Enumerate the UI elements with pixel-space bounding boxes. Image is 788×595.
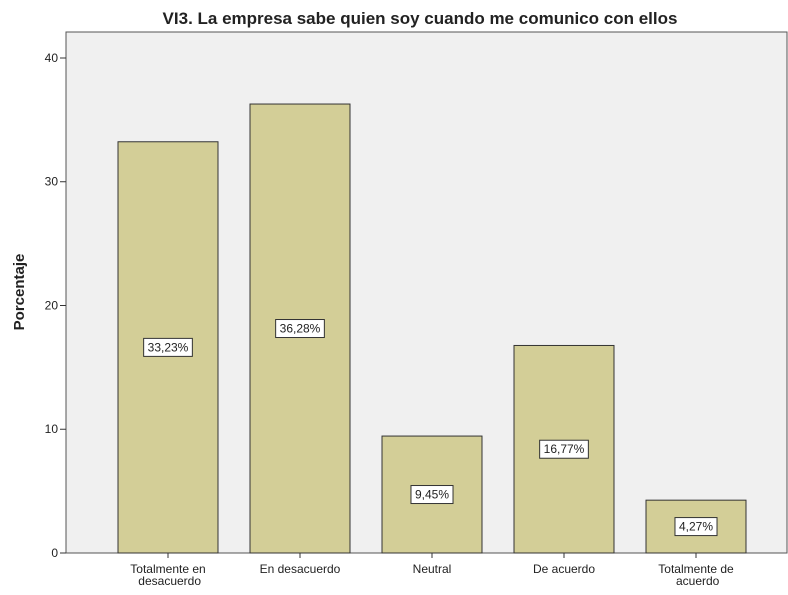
data-label-box [410, 485, 454, 505]
y-tick-label: 0 [51, 546, 58, 560]
y-tick-label: 30 [45, 175, 59, 189]
y-tick-label: 10 [45, 422, 59, 436]
data-label: 9,45% [415, 488, 449, 502]
y-tick-label: 40 [45, 51, 59, 65]
y-axis-label: Porcentaje [11, 254, 28, 331]
data-label-box [539, 439, 589, 459]
x-tick-label: De acuerdo [533, 562, 595, 576]
y-tick-label: 20 [45, 298, 59, 312]
data-label: 36,28% [280, 322, 321, 336]
data-label: 16,77% [544, 442, 585, 456]
x-tick-label: Neutral [413, 562, 452, 576]
data-label: 33,23% [148, 340, 189, 354]
x-tick-label: En desacuerdo [260, 562, 341, 576]
x-tick-label: Totalmente de acuerdo [658, 562, 734, 588]
data-label-box [143, 337, 193, 357]
data-label-box [275, 319, 325, 339]
data-label-box [674, 517, 718, 537]
chart-title: VI3. La empresa sabe quien soy cuando me… [163, 9, 678, 28]
x-tick-label: Totalmente en desacuerdo [130, 562, 205, 588]
data-label: 4,27% [679, 520, 713, 534]
